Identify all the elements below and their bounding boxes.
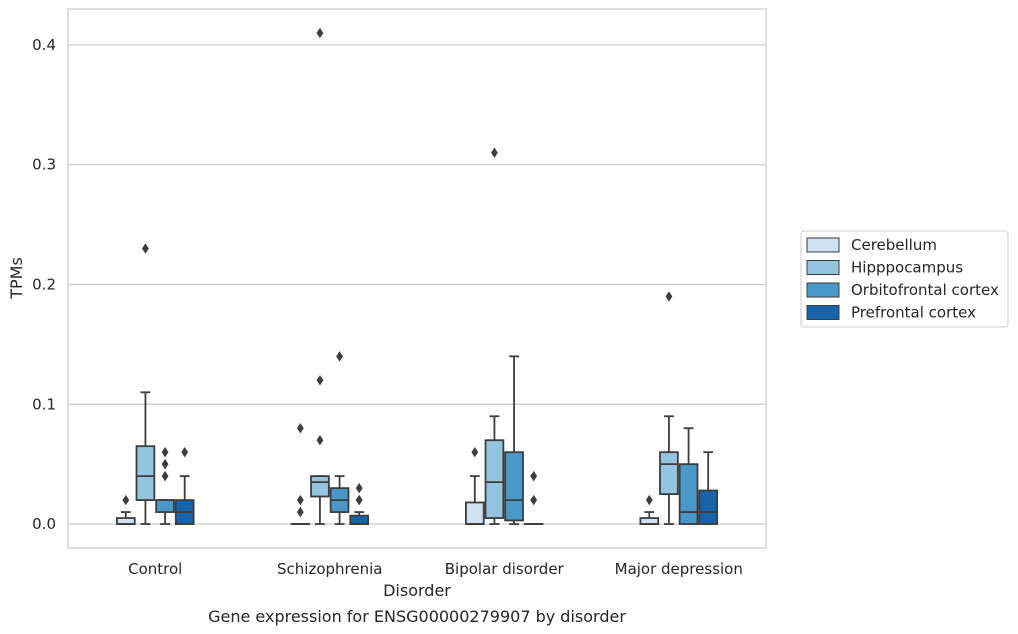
legend-label: Cerebellum xyxy=(851,236,937,254)
y-tick-labels: 0.0 0.1 0.2 0.3 0.4 xyxy=(32,36,56,533)
box xyxy=(659,451,679,495)
legend-swatch xyxy=(806,282,840,298)
box xyxy=(504,451,524,522)
outlier-point xyxy=(316,27,324,39)
outlier-point xyxy=(142,243,149,254)
box xyxy=(310,475,330,498)
x-tick-label: Schizophrenia xyxy=(277,560,382,578)
outlier-point xyxy=(355,494,363,506)
outlier-point xyxy=(316,435,324,446)
box xyxy=(698,489,719,525)
x-tick-labels: Control Schizophrenia Bipolar disorder Majo… xyxy=(128,560,743,578)
y-tick-label: 0.2 xyxy=(32,275,56,293)
outlier-point xyxy=(665,291,673,302)
outlier-point xyxy=(161,446,169,458)
legend-label: Hipppocampus xyxy=(851,259,963,277)
outlier-point xyxy=(336,351,343,362)
box xyxy=(135,445,156,501)
x-axis-label: Disorder xyxy=(383,581,451,600)
outlier-point xyxy=(355,482,363,494)
outlier-point xyxy=(530,494,538,506)
legend-label: Prefrontal cortex xyxy=(851,304,976,322)
x-tick-label: Bipolar disorder xyxy=(445,560,565,578)
box xyxy=(484,439,505,519)
legend-swatch xyxy=(806,260,840,275)
box-series xyxy=(115,27,719,525)
plot-area xyxy=(68,9,766,548)
outlier-point xyxy=(296,423,304,434)
outlier-point xyxy=(296,506,304,518)
x-tick-label: Control xyxy=(128,560,182,578)
plot-frame xyxy=(67,8,767,549)
box xyxy=(349,514,370,525)
legend-swatch xyxy=(806,237,840,253)
outlier-point xyxy=(491,147,498,158)
box xyxy=(678,463,699,525)
box xyxy=(464,501,485,525)
legend-frame xyxy=(800,230,1009,328)
legend: Cerebellum Hipppocampus Orbitofrontal cort… xyxy=(800,230,1009,328)
legend-swatch xyxy=(806,305,840,320)
y-tick-label: 0.1 xyxy=(32,395,56,413)
outlier-point xyxy=(530,470,538,482)
y-tick-label: 0.0 xyxy=(32,515,56,533)
outlier-point xyxy=(316,375,324,386)
x-tick-label: Major depression xyxy=(615,560,743,578)
y-axis-label: TPMs xyxy=(7,257,26,300)
y-tick-label: 0.4 xyxy=(32,36,56,54)
outlier-point xyxy=(161,458,169,470)
box xyxy=(155,499,175,513)
legend-label: Orbitofrontal cortex xyxy=(851,281,999,299)
y-tick-label: 0.3 xyxy=(32,156,56,174)
outlier-point xyxy=(181,446,189,458)
outlier-point xyxy=(161,470,169,482)
chart-caption: Gene expression for ENSG00000279907 by d… xyxy=(208,607,626,626)
outlier-point xyxy=(645,494,653,506)
outlier-point xyxy=(296,494,304,506)
outlier-point xyxy=(122,494,130,506)
outlier-point xyxy=(471,446,479,458)
